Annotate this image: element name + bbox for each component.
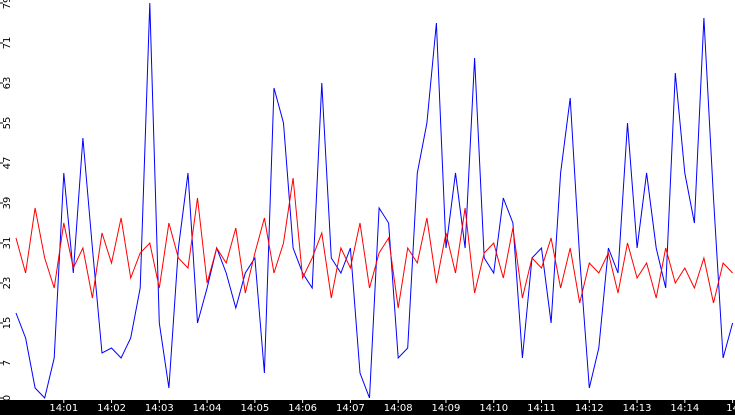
x-tick-label: 14:02 <box>97 403 126 414</box>
y-tick-label: 23 <box>2 277 13 290</box>
y-tick-label: 79 <box>2 0 13 9</box>
y-tick-label: 7 <box>2 360 13 366</box>
x-tick-label: 14:11 <box>527 403 556 414</box>
y-tick-label: 47 <box>2 157 13 170</box>
x-tick-label: 14:04 <box>193 403 222 414</box>
y-tick-label: 15 <box>2 317 13 330</box>
x-tick-label: 14:13 <box>623 403 652 414</box>
y-tick-label: 39 <box>2 197 13 210</box>
plot-background <box>0 0 735 400</box>
x-tick-label: 14:03 <box>145 403 174 414</box>
x-axis-bar <box>0 400 735 415</box>
x-tick-label: 14:10 <box>479 403 508 414</box>
y-tick-label: 0 <box>2 395 13 401</box>
x-tick-label: 14:01 <box>49 403 78 414</box>
x-tick-label: 14:12 <box>575 403 604 414</box>
y-tick-label: 71 <box>2 37 13 50</box>
series-line <box>15 2 734 400</box>
y-tick-label: 63 <box>2 77 13 90</box>
x-tick-label: 14 <box>726 403 735 414</box>
x-tick-label: 14:05 <box>240 403 269 414</box>
x-tick-label: 14:07 <box>336 403 365 414</box>
y-tick-label: 55 <box>2 117 13 130</box>
series-line <box>15 177 733 309</box>
x-tick-label: 14:06 <box>288 403 317 414</box>
x-tick-label: 14:09 <box>432 403 461 414</box>
x-tick-label: 14:08 <box>384 403 413 414</box>
x-tick-label: 14:14 <box>670 403 699 414</box>
y-tick-label: 31 <box>2 237 13 250</box>
